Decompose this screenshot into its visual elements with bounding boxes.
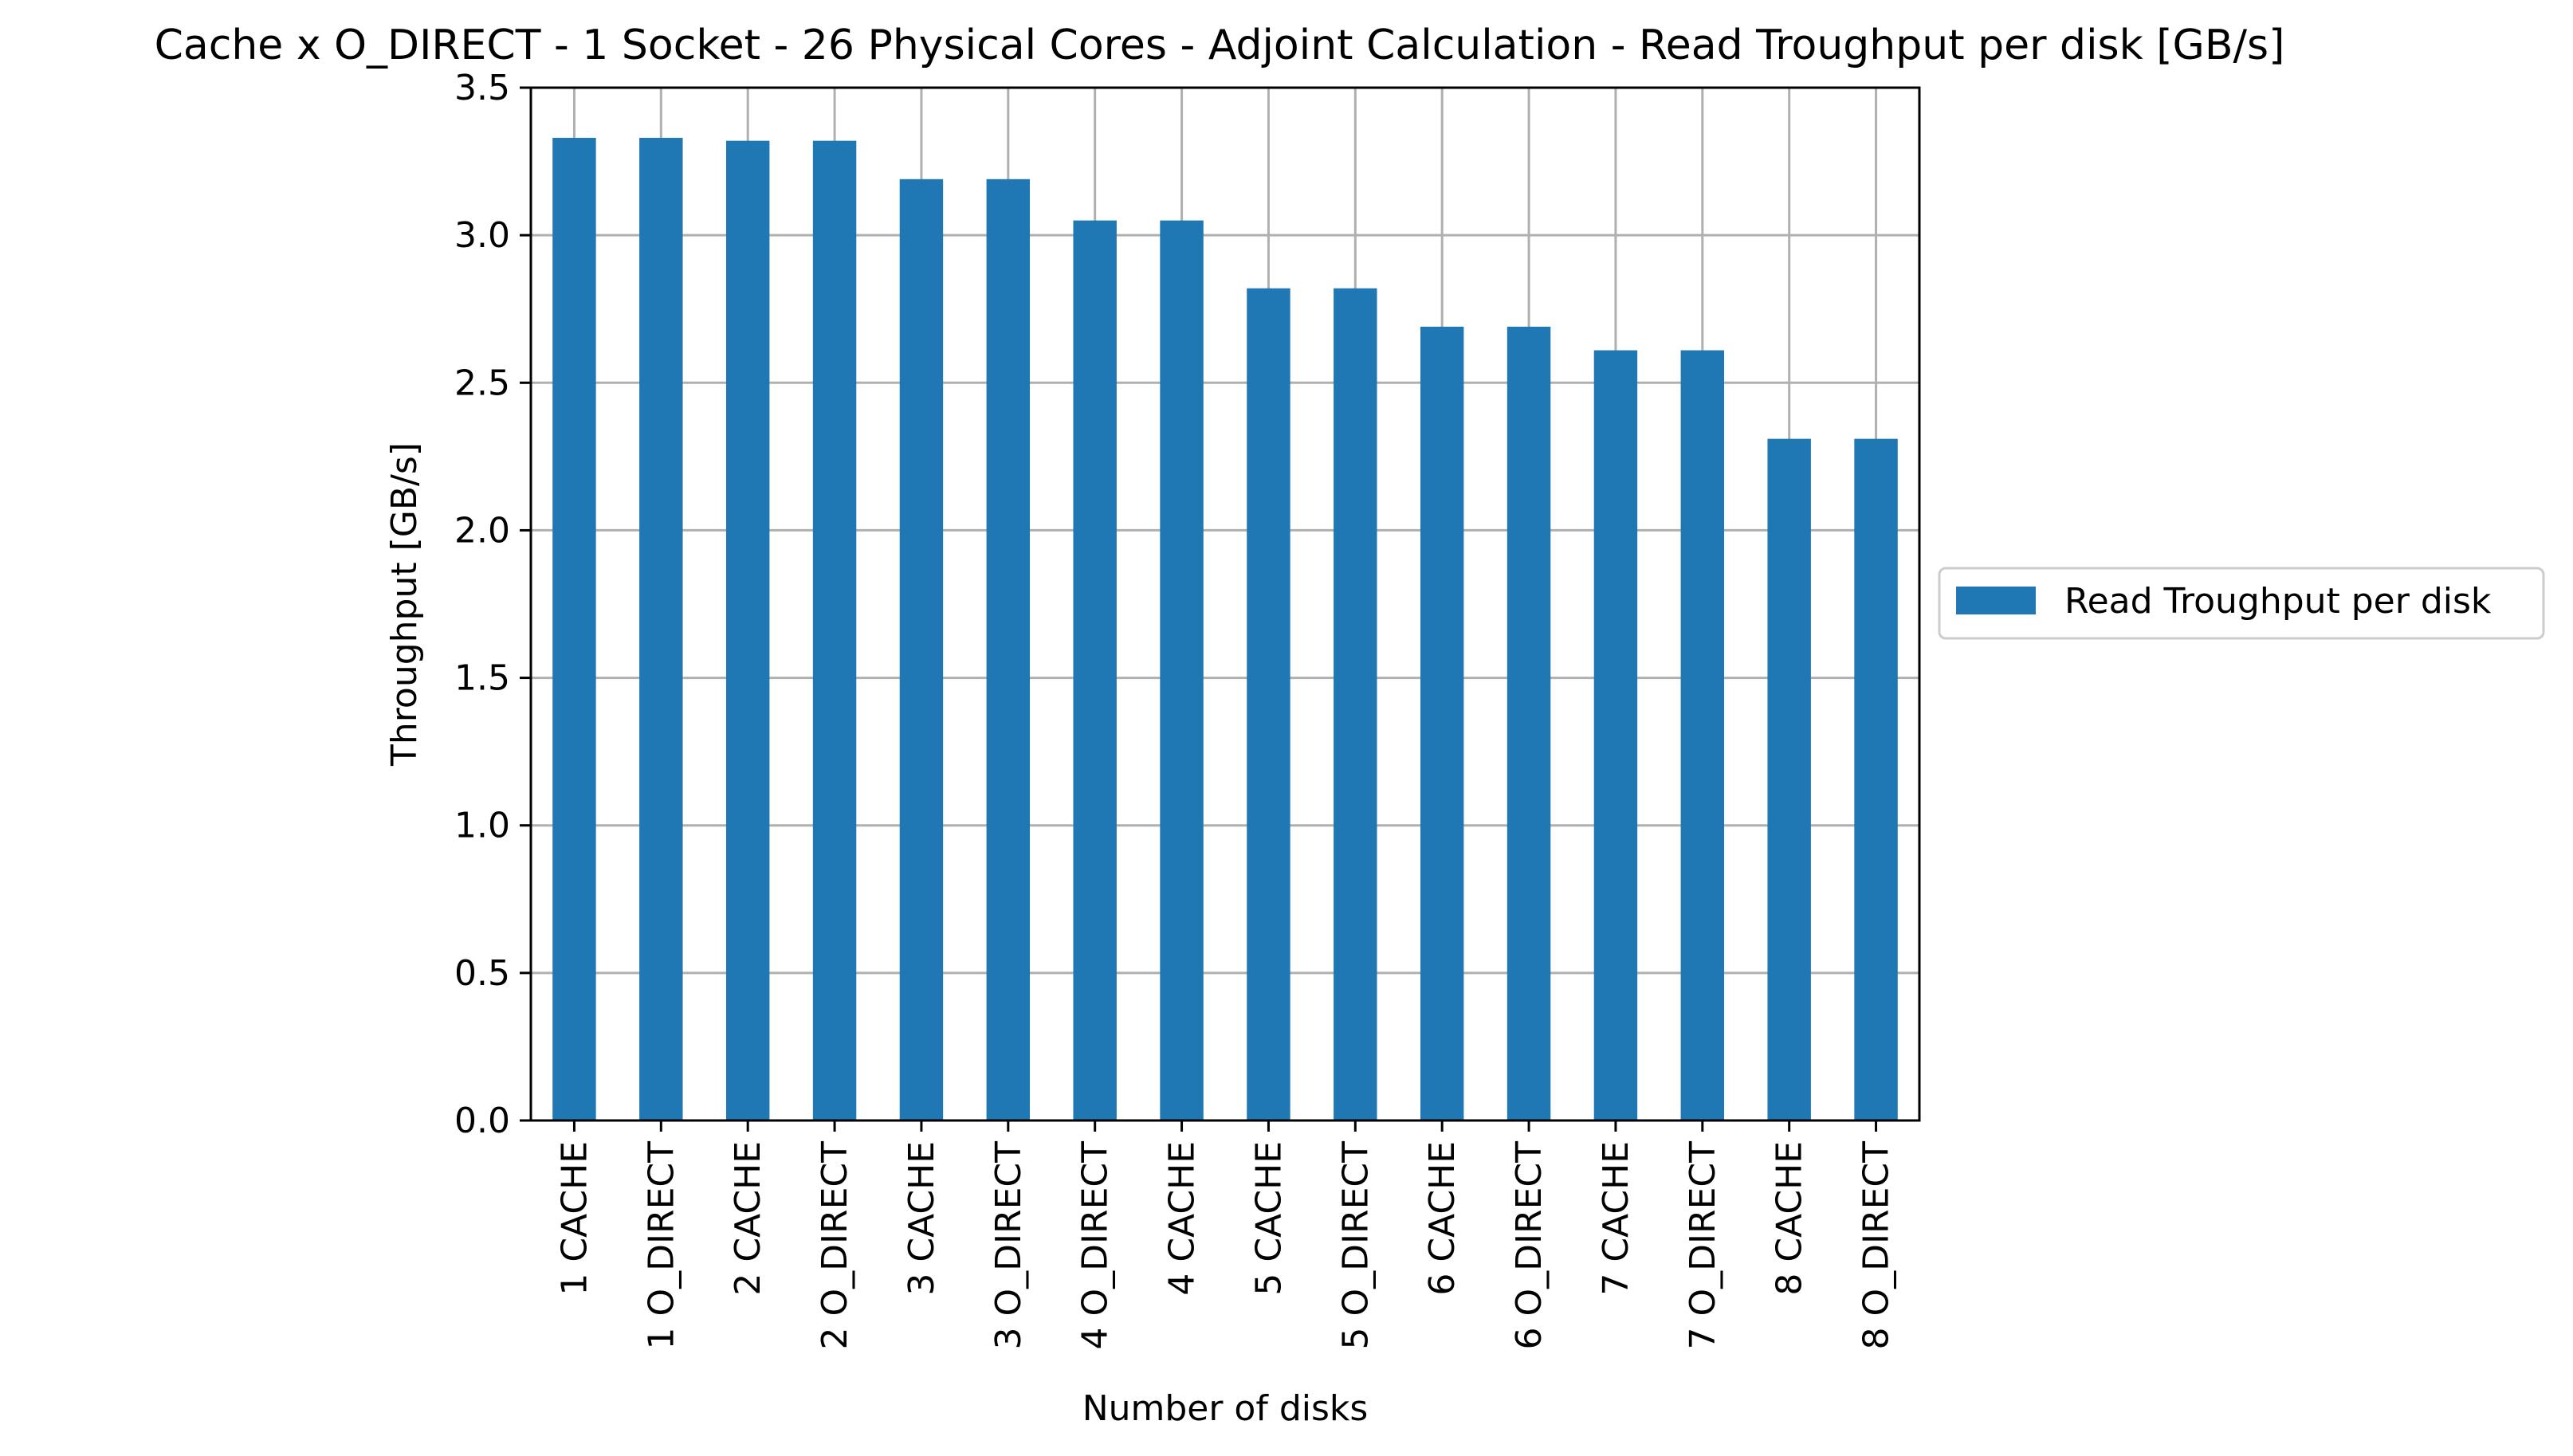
y-tick-label: 0.0 xyxy=(454,1101,510,1141)
bar xyxy=(1506,326,1551,1121)
x-tick-label: 3 O_DIRECT xyxy=(988,1141,1029,1350)
x-tick-label: 7 O_DIRECT xyxy=(1683,1141,1723,1350)
x-tick-label: 4 CACHE xyxy=(1162,1141,1203,1296)
y-tick-label: 2.0 xyxy=(454,510,510,551)
y-axis: 0.0 0.5 1.0 1.5 2.0 2.5 3.0 3.5 xyxy=(454,68,531,1141)
bar xyxy=(899,179,944,1120)
bar xyxy=(1334,288,1377,1120)
bar xyxy=(1854,438,1898,1120)
y-tick-label: 0.5 xyxy=(454,953,510,994)
legend-swatch xyxy=(1956,587,2036,614)
bar xyxy=(986,179,1031,1120)
x-tick-label: 7 CACHE xyxy=(1596,1141,1636,1296)
x-tick-label: 6 CACHE xyxy=(1422,1141,1463,1296)
bar xyxy=(1247,288,1290,1120)
x-tick-label: 3 CACHE xyxy=(902,1141,942,1296)
x-tick-label: 8 CACHE xyxy=(1770,1141,1810,1296)
x-tick-label: 2 O_DIRECT xyxy=(815,1141,855,1350)
bar xyxy=(1420,326,1464,1121)
x-axis-label: Number of disks xyxy=(1082,1388,1369,1429)
x-tick-label: 1 CACHE xyxy=(554,1141,595,1296)
legend-label: Read Troughput per disk xyxy=(2064,581,2492,622)
plot-frame xyxy=(529,86,1921,1122)
y-tick-label: 3.0 xyxy=(454,215,510,256)
x-tick-label: 4 O_DIRECT xyxy=(1075,1141,1116,1350)
x-tick-label: 5 CACHE xyxy=(1248,1141,1289,1296)
legend: Read Troughput per disk xyxy=(1938,567,2545,640)
y-tick-label: 1.5 xyxy=(454,658,510,699)
bar xyxy=(1073,220,1117,1121)
legend-box xyxy=(1938,567,2545,640)
bars xyxy=(552,137,1898,1121)
bar xyxy=(1593,350,1638,1120)
x-axis: 1 CACHE 1 O_DIRECT 2 CACHE 2 O_DIRECT 3 CACH… xyxy=(554,1120,1897,1350)
bar xyxy=(812,140,857,1121)
x-tick-label: 2 CACHE xyxy=(728,1141,768,1296)
bar xyxy=(1767,438,1811,1120)
bar xyxy=(639,137,683,1120)
chart-title: Cache x O_DIRECT - 1 Socket - 26 Physica… xyxy=(155,22,2285,69)
bar xyxy=(725,140,770,1121)
x-tick-label: 1 O_DIRECT xyxy=(641,1141,682,1350)
bar xyxy=(1680,350,1725,1120)
y-axis-label: Throughput [GB/s] xyxy=(384,442,425,767)
x-tick-label: 8 O_DIRECT xyxy=(1856,1141,1897,1350)
y-tick-label: 3.5 xyxy=(454,68,510,108)
bar xyxy=(1160,220,1204,1121)
x-tick-label: 6 O_DIRECT xyxy=(1509,1141,1550,1350)
y-tick-label: 2.5 xyxy=(454,363,510,403)
y-tick-label: 1.0 xyxy=(454,806,510,846)
x-tick-label: 5 O_DIRECT xyxy=(1335,1141,1376,1350)
bar xyxy=(552,137,596,1120)
